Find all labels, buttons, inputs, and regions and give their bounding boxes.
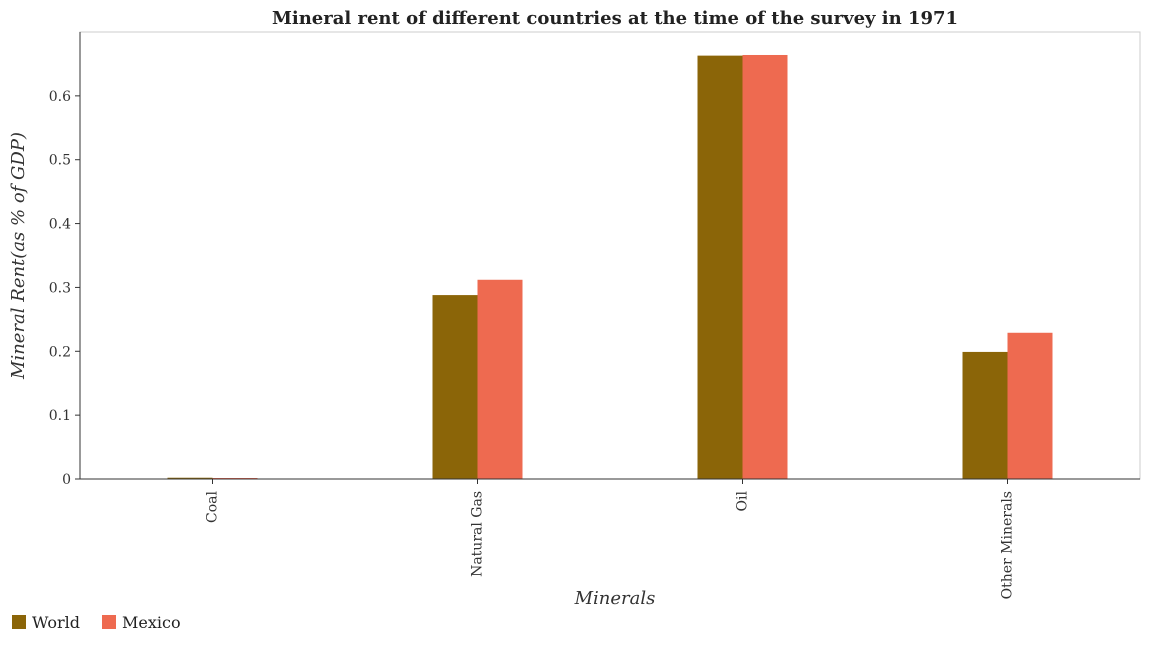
bar-mexico-other-minerals	[1007, 332, 1053, 479]
bar-world-other-minerals	[962, 351, 1008, 479]
bar-world-oil	[697, 55, 743, 480]
bar-world-natural-gas	[432, 295, 478, 479]
chart-title: Mineral rent of different countries at t…	[272, 8, 958, 29]
bar-mexico-oil	[742, 54, 788, 479]
bar-world-coal	[167, 477, 213, 479]
y-axis-title: Mineral Rent(as % of GDP)	[8, 132, 29, 380]
y-tick-label: 0	[62, 472, 71, 488]
bar-mexico-natural-gas	[477, 279, 523, 479]
x-tick-label: Oil	[735, 490, 751, 511]
legend-label-world: World	[32, 613, 80, 632]
legend-label-mexico: Mexico	[122, 613, 181, 632]
bars	[167, 54, 1053, 480]
legend-swatch-mexico	[102, 615, 116, 629]
y-tick-label: 0.1	[49, 408, 71, 424]
x-tick-label: Coal	[205, 490, 221, 522]
x-axis-title: Minerals	[574, 588, 656, 609]
x-tick-label: Other Minerals	[1000, 491, 1016, 599]
x-axis: Coal Natural Gas Oil Other Minerals	[80, 478, 1140, 599]
y-tick-label: 0.5	[49, 153, 71, 169]
y-tick-label: 0.2	[49, 344, 71, 360]
y-tick-label: 0.4	[49, 217, 71, 233]
legend: World Mexico	[12, 613, 181, 632]
y-axis: 0 0.1 0.2 0.3 0.4 0.5 0.6	[49, 32, 81, 488]
x-tick-label: Natural Gas	[470, 491, 486, 577]
y-tick-label: 0.3	[49, 280, 71, 296]
y-tick-label: 0.6	[49, 89, 71, 105]
legend-swatch-world	[12, 615, 26, 629]
